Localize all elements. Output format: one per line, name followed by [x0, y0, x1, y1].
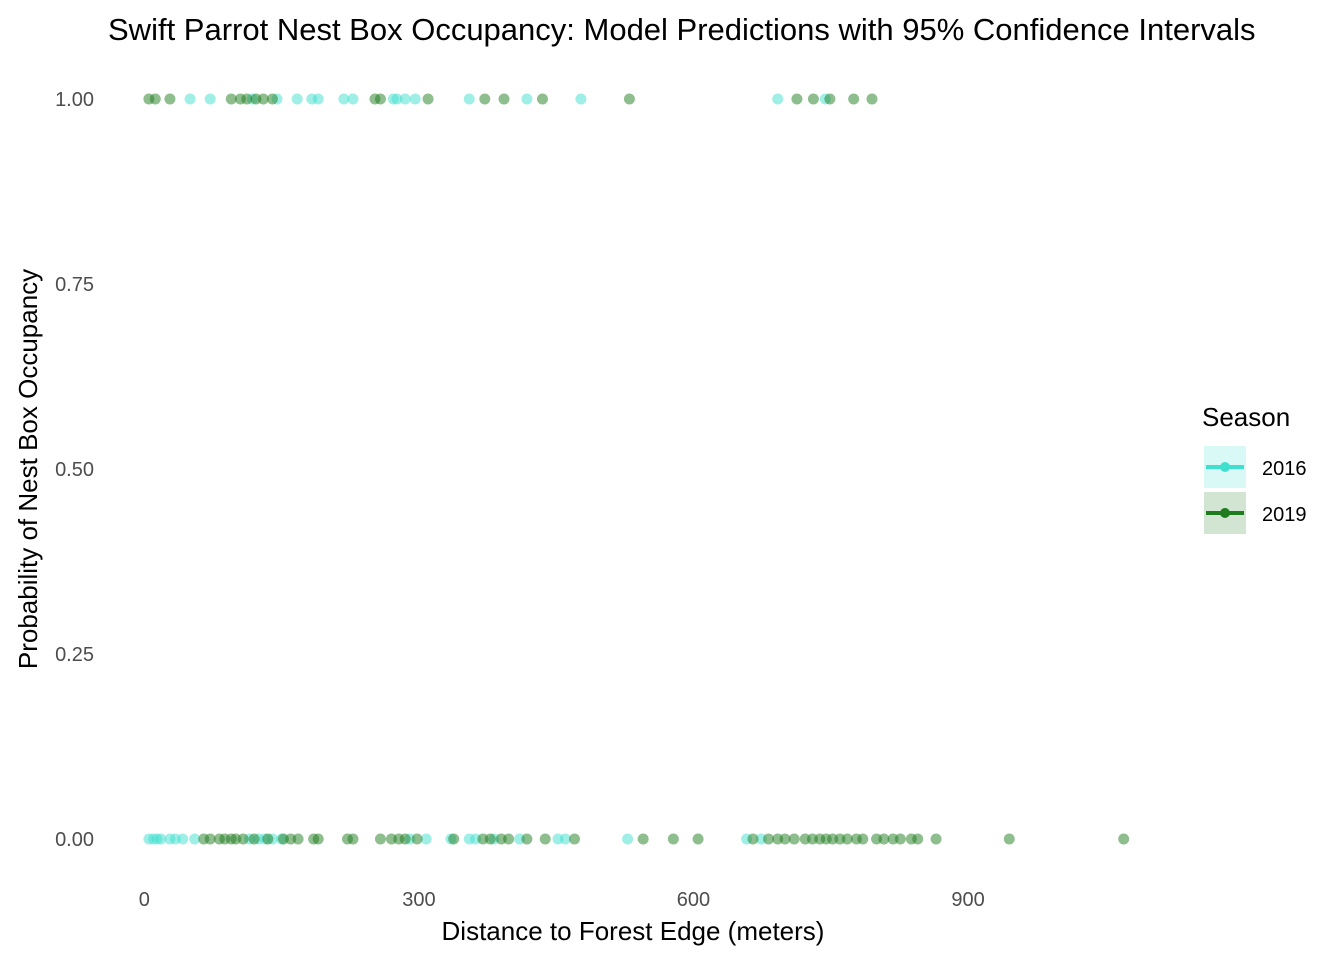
y-axis-title: Probability of Nest Box Occupancy — [13, 269, 43, 669]
data-point-2019 — [866, 93, 878, 105]
data-point-2019 — [912, 833, 924, 845]
legend-key-2016-point — [1220, 462, 1230, 472]
data-point-2019 — [569, 833, 581, 845]
data-point-2019 — [292, 833, 304, 845]
data-point-2016 — [622, 833, 634, 845]
data-point-2016 — [204, 93, 216, 105]
legend-key-2019-point — [1220, 508, 1230, 518]
data-point-2016 — [189, 833, 201, 845]
data-point-2019 — [878, 833, 890, 845]
data-point-2019 — [374, 93, 386, 105]
data-point-2019 — [448, 833, 460, 845]
data-point-2019 — [841, 833, 853, 845]
data-point-2016 — [177, 833, 189, 845]
legend: Season 2016 2019 — [1202, 402, 1307, 534]
chart-title: Swift Parrot Nest Box Occupancy: Model P… — [108, 12, 1256, 47]
data-point-2019 — [422, 93, 434, 105]
data-point-2019 — [262, 833, 274, 845]
data-point-2019 — [204, 833, 216, 845]
data-points — [143, 93, 1130, 845]
data-point-2019 — [498, 93, 510, 105]
data-point-2016 — [559, 833, 571, 845]
y-tick-label: 1.00 — [55, 89, 94, 111]
data-point-2019 — [692, 833, 704, 845]
data-point-2019 — [536, 93, 548, 105]
legend-item-2019: 2019 — [1204, 492, 1307, 534]
data-point-2019 — [894, 833, 906, 845]
data-point-2016 — [521, 93, 533, 105]
x-tick-label: 300 — [402, 889, 435, 911]
data-point-2019 — [779, 833, 791, 845]
data-point-2016 — [155, 833, 167, 845]
data-point-2019 — [807, 93, 819, 105]
data-point-2016 — [575, 93, 587, 105]
data-point-2019 — [857, 833, 869, 845]
data-point-2019 — [257, 93, 269, 105]
data-point-2019 — [266, 93, 278, 105]
data-point-2019 — [623, 93, 635, 105]
data-point-2016 — [312, 93, 324, 105]
x-tick-label: 900 — [951, 889, 984, 911]
data-point-2019 — [848, 93, 860, 105]
legend-label-2019: 2019 — [1262, 504, 1307, 526]
data-point-2019 — [539, 833, 551, 845]
x-tick-label: 600 — [677, 889, 710, 911]
data-point-2016 — [338, 93, 350, 105]
data-point-2019 — [248, 833, 260, 845]
data-point-2019 — [763, 833, 775, 845]
legend-label-2016: 2016 — [1262, 458, 1307, 480]
data-point-2016 — [184, 93, 196, 105]
data-point-2019 — [237, 833, 249, 845]
x-axis-title: Distance to Forest Edge (meters) — [442, 916, 825, 946]
data-point-2016 — [420, 833, 432, 845]
data-point-2016 — [772, 93, 784, 105]
y-axis-ticks: 0.00 0.25 0.50 0.75 1.00 — [55, 89, 94, 851]
data-point-2019 — [225, 93, 237, 105]
data-point-2019 — [824, 93, 836, 105]
y-tick-label: 0.25 — [55, 644, 94, 666]
data-point-2016 — [463, 93, 475, 105]
data-point-2019 — [1003, 833, 1015, 845]
x-tick-label: 0 — [139, 889, 150, 911]
data-point-2016 — [409, 93, 421, 105]
y-tick-label: 0.50 — [55, 459, 94, 481]
data-point-2019 — [241, 93, 253, 105]
legend-title: Season — [1202, 402, 1290, 432]
data-point-2019 — [164, 93, 176, 105]
data-point-2019 — [347, 833, 359, 845]
data-point-2019 — [788, 833, 800, 845]
data-point-2019 — [484, 833, 496, 845]
data-point-2019 — [399, 833, 411, 845]
x-axis-ticks: 0 300 600 900 — [139, 889, 985, 911]
data-point-2019 — [149, 93, 161, 105]
data-point-2016 — [391, 93, 403, 105]
data-point-2016 — [399, 93, 411, 105]
data-point-2019 — [411, 833, 423, 845]
data-point-2016 — [291, 93, 303, 105]
data-point-2019 — [667, 833, 679, 845]
y-tick-label: 0.00 — [55, 829, 94, 851]
data-point-2019 — [521, 833, 533, 845]
data-point-2019 — [312, 833, 324, 845]
data-point-2016 — [347, 93, 359, 105]
data-point-2019 — [930, 833, 942, 845]
data-point-2019 — [503, 833, 515, 845]
data-point-2019 — [1118, 833, 1130, 845]
data-point-2019 — [637, 833, 649, 845]
data-point-2019 — [374, 833, 386, 845]
data-point-2019 — [791, 93, 803, 105]
y-tick-label: 0.75 — [55, 274, 94, 296]
legend-item-2016: 2016 — [1204, 446, 1307, 488]
data-point-2019 — [747, 833, 759, 845]
data-point-2019 — [479, 93, 491, 105]
